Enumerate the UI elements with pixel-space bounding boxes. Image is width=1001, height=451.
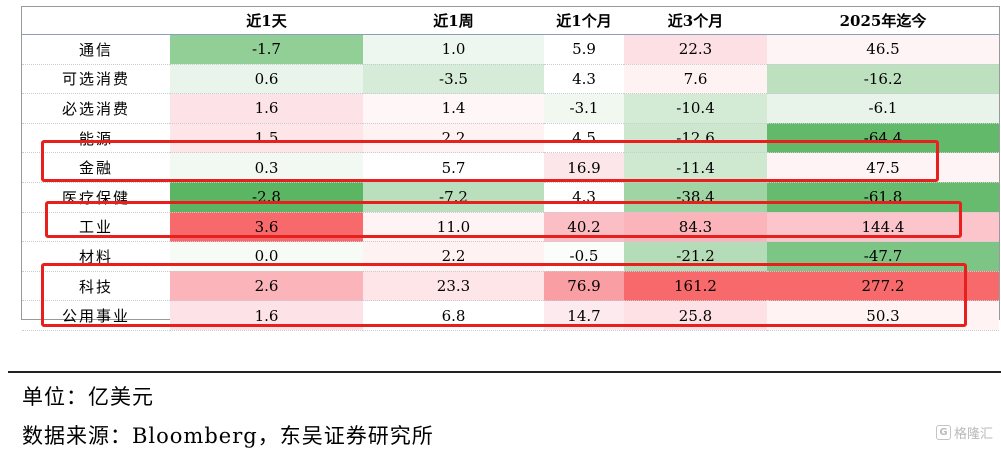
value-cell: 0.6 [170,64,363,95]
sector-label: 可选消费 [22,64,170,95]
header-period-3: 近1个月 [544,7,624,35]
value-cell: -0.5 [544,241,624,272]
value-cell: -6.1 [767,93,999,124]
sector-label: 能源 [22,123,170,154]
header-period-4: 近3个月 [624,7,767,35]
header-row: 近1天 近1周 近1个月 近3个月 2025年迄今 [22,7,999,35]
value-cell: 5.9 [544,34,624,65]
highlight-box-industrial [45,201,962,238]
sector-label: 必选消费 [22,93,170,124]
value-cell: 2.6 [170,271,363,302]
value-cell: 277.2 [767,271,999,302]
value-cell: -47.7 [767,241,999,272]
value-cell: -10.4 [624,93,767,124]
table-row: 科技 2.6 23.3 76.9 161.2 277.2 [22,271,999,302]
value-cell: 0.0 [170,241,363,272]
value-cell: -3.1 [544,93,624,124]
highlight-box-tech-utilities [41,263,967,327]
value-cell: 1.6 [170,93,363,124]
table-body: 通信 -1.7 1.0 5.9 22.3 46.5 可选消费 0.6 -3.5 4.3 7.6 -16… [22,34,999,331]
value-cell: -21.2 [624,241,767,272]
value-cell: -12.6 [624,123,767,154]
sector-flow-grid: 近1天 近1周 近1个月 近3个月 2025年迄今 通信 -1.7 1.0 5.9 22.3 46… [22,7,999,331]
value-cell: 2.2 [363,123,544,154]
watermark: G 格隆汇 [935,423,993,442]
value-cell: 76.9 [544,271,624,302]
source-note: 数据来源：Bloomberg，东吴证券研究所 [22,424,434,448]
header-sector [22,7,170,35]
table-row: 材料 0.0 2.2 -0.5 -21.2 -47.7 [22,241,999,272]
table-row: 金融 0.3 5.7 16.9 -11.4 47.5 [22,152,999,183]
table-row: 能源 1.5 2.2 4.5 -12.6 -64.4 [22,123,999,154]
value-cell: 4.3 [544,64,624,95]
value-cell: -16.2 [767,64,999,95]
value-cell: 23.3 [363,271,544,302]
value-cell: -1.7 [170,34,363,65]
table-row: 通信 -1.7 1.0 5.9 22.3 46.5 [22,34,999,65]
value-cell: 7.6 [624,64,767,95]
value-cell: 1.5 [170,123,363,154]
watermark-text: 格隆汇 [953,427,993,442]
sector-label: 材料 [22,241,170,272]
sector-label: 科技 [22,271,170,302]
table-row: 可选消费 0.6 -3.5 4.3 7.6 -16.2 [22,64,999,95]
highlight-box-finance [41,140,939,182]
sector-flow-table: 近1天 近1周 近1个月 近3个月 2025年迄今 通信 -1.7 1.0 5.9 22.3 46… [21,6,1000,331]
value-cell: -64.4 [767,123,999,154]
value-cell: 1.0 [363,34,544,65]
watermark-logo-icon: G [935,425,951,440]
value-cell: 1.4 [363,93,544,124]
value-cell: 47.5 [767,152,999,183]
table-row: 必选消费 1.6 1.4 -3.1 -10.4 -6.1 [22,93,999,124]
header-period-2: 近1周 [363,7,544,35]
header-period-5: 2025年迄今 [767,7,999,35]
value-cell: -3.5 [363,64,544,95]
value-cell: -2.8 [170,182,363,213]
value-cell: 16.9 [544,152,624,183]
value-cell: 46.5 [767,34,999,65]
sector-label: 金融 [22,152,170,183]
header-period-1: 近1天 [170,7,363,35]
divider-line [8,371,1001,373]
unit-note: 单位：亿美元 [22,385,154,409]
value-cell: 2.2 [363,241,544,272]
value-cell: 22.3 [624,34,767,65]
value-cell: 0.3 [170,152,363,183]
value-cell: -11.4 [624,152,767,183]
sector-label: 通信 [22,34,170,65]
value-cell: 161.2 [624,271,767,302]
